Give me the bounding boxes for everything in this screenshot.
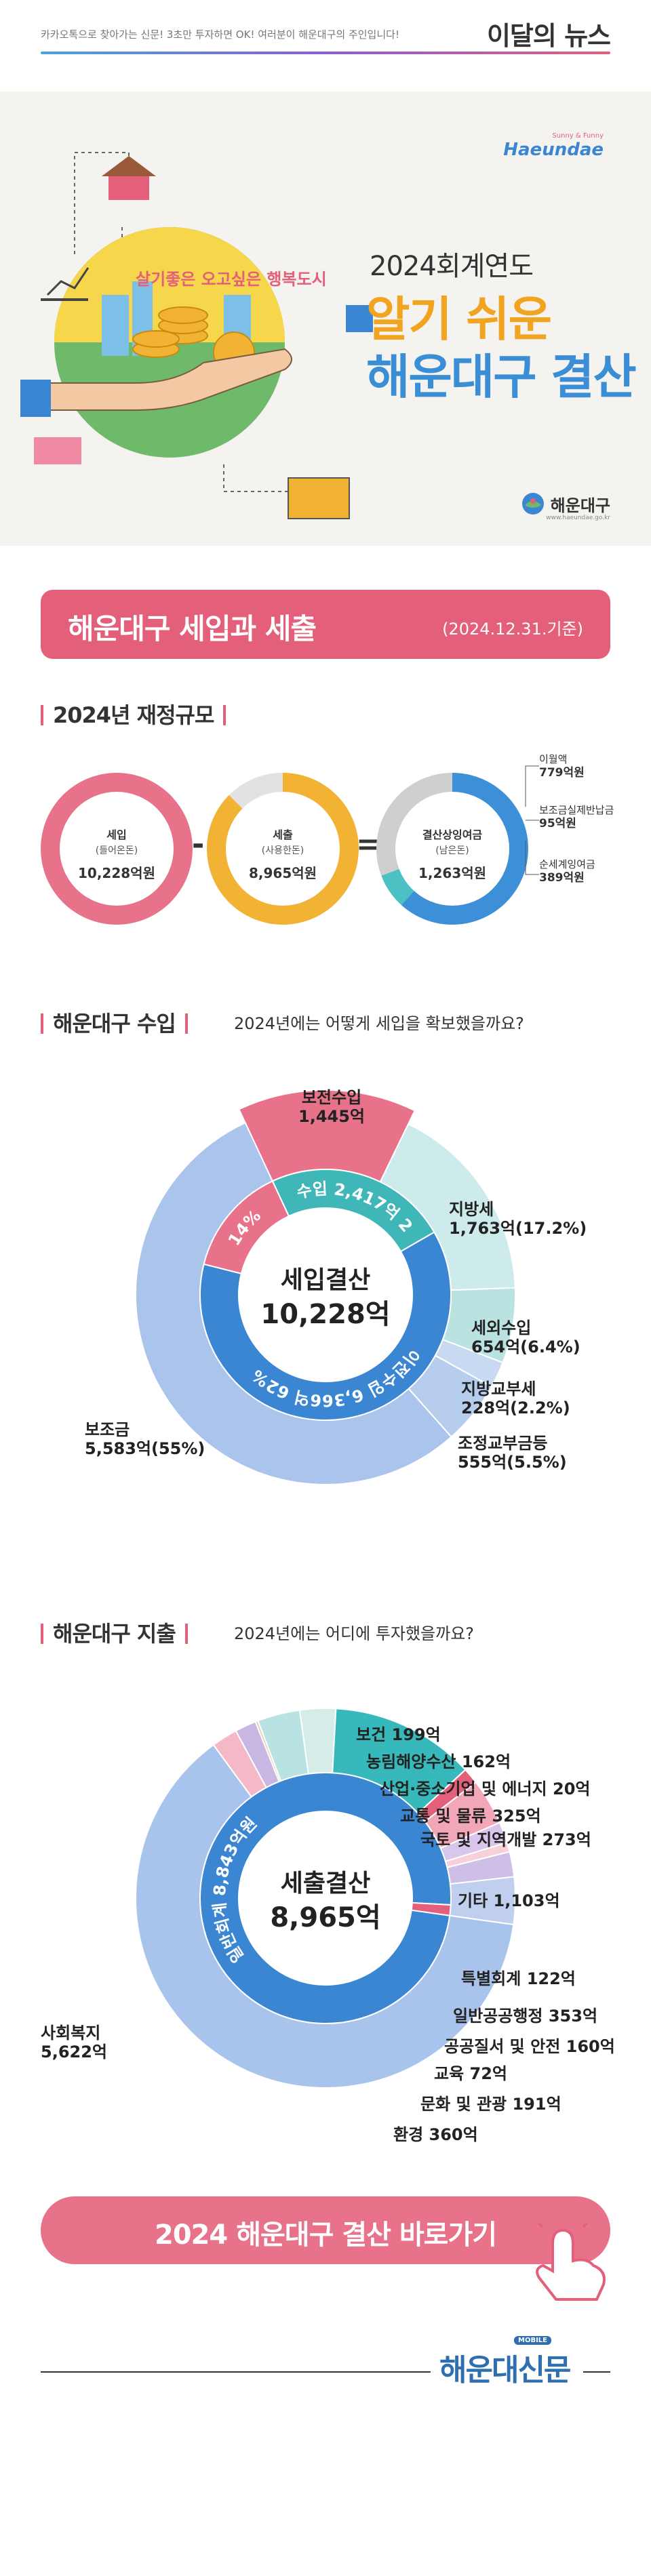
header-divider: [41, 52, 610, 54]
expenditure-section-title-text: 해운대구 지출: [53, 1621, 176, 1647]
surplus-net: 순세계잉여금 389억원: [539, 858, 595, 885]
minus-sign: -: [192, 827, 205, 862]
expenditure-label-9: 공공질서 및 안전 160억: [444, 2037, 615, 2056]
settlement-link-button[interactable]: 2024 해운대구 결산 바로가기: [41, 2196, 610, 2264]
revenue-value: 10,228억원: [78, 865, 155, 881]
revenue-subtitle: 2024년에는 어떻게 세입을 확보했을까요?: [234, 1014, 524, 1033]
center-value: 10,228억: [260, 1299, 390, 1330]
budget-section-title: 2024년 재정규모: [41, 698, 235, 729]
surplus-ring: 결산상잉여금 (남은돈) 1,263억원: [376, 773, 528, 925]
expenditure-sub: (사용한돈): [261, 845, 304, 856]
section-label: 이달의 뉴스: [486, 21, 611, 51]
pointer-hand-icon: [536, 2223, 606, 2301]
surplus-subsidy-label: 보조금실제반납금: [539, 804, 614, 816]
revenue-donut-chart: 자체수입 2,417억 24%이전수입 6,366억 62%14%세입결산10,…: [0, 1071, 516, 1485]
section-banner: 해운대구 세입과 세출 (2024.12.31.기준): [41, 590, 610, 659]
tagline: 카카오톡으로 찾아가는 신문! 3초만 투자하면 OK! 여러분이 해운대구의 …: [41, 28, 399, 41]
surplus-net-label: 순세계잉여금: [539, 858, 595, 870]
expenditure-value: 8,965억원: [248, 865, 317, 881]
settlement-link-label: 2024 해운대구 결산 바로가기: [154, 2219, 497, 2251]
expenditure-label-7: 특별회계 122억: [461, 1969, 576, 1988]
center-title: 세출결산: [281, 1870, 370, 1897]
revenue-ring: 세입 (들어온돈) 10,228억원: [41, 773, 193, 925]
revenue-label-3: 지방교부세 228억(2.2%): [461, 1380, 570, 1417]
expenditure-ring: 세출 (사용한돈) 8,965억원: [207, 773, 359, 925]
brand-logo: Sunny & Funny Haeundae: [503, 132, 604, 160]
gov-emblem-icon: [521, 493, 544, 515]
expenditure-label-8: 일반공공행정 353억: [453, 2007, 598, 2026]
year-title: 2024회계연도: [370, 251, 534, 282]
revenue-sub: (들어온돈): [95, 845, 138, 856]
expenditure-label-1: 보건 199억: [356, 1725, 441, 1744]
expenditure-label-6: 기타 1,103억: [458, 1891, 560, 1910]
slogan-text: 살기좋은 오고싶은 행복도시: [136, 270, 327, 289]
expenditure-label-5: 국토 및 지역개발 273억: [420, 1830, 591, 1849]
expenditure-label-2: 농림해양수산 162억: [366, 1752, 511, 1771]
expenditure-label-0: 사회복지 5,622억: [41, 2024, 107, 2061]
hero-banner: 살기좋은 오고싶은 행복도시 Sunny & Funny Haeundae 20…: [0, 92, 651, 546]
hero-title-line1: 알기 쉬운: [366, 291, 552, 347]
revenue-title: 세입: [106, 828, 127, 841]
expenditure-label-3: 산업·중소기업 및 에너지 20억: [380, 1779, 591, 1798]
revenue-label-0: 보전수입 1,445억: [298, 1088, 365, 1126]
expenditure-section-title: 해운대구 지출: [41, 1617, 197, 1648]
expenditure-label-10: 교육 72억: [434, 2064, 508, 2083]
footer-divider-left: [41, 2371, 431, 2373]
surplus-connectors: [525, 765, 539, 875]
gov-url: www.haeundae.go.kr: [546, 515, 610, 521]
surplus-value: 1,263억원: [418, 865, 487, 881]
banner-date: (2024.12.31.기준): [442, 620, 583, 639]
footer-mobile-badge: MOBILE: [514, 2336, 551, 2345]
surplus-carryover-value: 779억원: [539, 766, 585, 780]
revenue-section-title: 해운대구 수입: [41, 1007, 197, 1038]
footer-logo: 해운대신문 MOBILE: [439, 2336, 571, 2389]
expenditure-title: 세출: [273, 828, 293, 841]
gov-logo: 해운대구 www.haeundae.go.kr: [521, 491, 610, 521]
brand-logo-sub: Sunny & Funny: [552, 132, 604, 140]
page-header: 카카오톡으로 찾아가는 신문! 3초만 투자하면 OK! 여러분이 해운대구의 …: [0, 0, 651, 54]
expenditure-subtitle: 2024년에는 어디에 투자했을까요?: [234, 1624, 475, 1643]
surplus-subsidy-return: 보조금실제반납금 95억원: [539, 803, 614, 830]
revenue-label-5: 보조금 5,583억(55%): [85, 1420, 205, 1458]
revenue-label-1: 지방세 1,763억(17.2%): [449, 1200, 587, 1238]
expenditure-label-4: 교통 및 물류 325억: [400, 1807, 541, 1826]
surplus-carryover-label: 이월액: [539, 753, 568, 765]
gov-name: 해운대구: [550, 496, 610, 515]
brand-logo-text: Haeundae: [503, 140, 604, 160]
surplus-sub: (남은돈): [435, 845, 469, 856]
donut-center: [239, 1208, 412, 1382]
hero-title-line2: 해운대구 결산: [366, 349, 637, 405]
surplus-carryover: 이월액 779억원: [539, 752, 585, 780]
donut-center: [239, 1811, 412, 1985]
hero-illustration: 살기좋은 오고싶은 행복도시: [20, 152, 373, 519]
banner-title: 해운대구 세입과 세출: [68, 612, 317, 645]
surplus-net-value: 389억원: [539, 871, 585, 885]
budget-section-title-text: 2024년 재정규모: [53, 702, 214, 728]
center-value: 8,965억: [270, 1902, 380, 1933]
revenue-label-2: 세외수입 654억(6.4%): [471, 1319, 580, 1356]
expenditure-label-11: 문화 및 관광 191억: [420, 2095, 561, 2114]
center-title: 세입결산: [281, 1266, 370, 1294]
footer-logo-text: 해운대신문: [439, 2353, 571, 2388]
revenue-label-4: 조정교부금등 555억(5.5%): [458, 1434, 567, 1472]
surplus-subsidy-value: 95억원: [539, 817, 576, 830]
revenue-section-title-text: 해운대구 수입: [53, 1011, 176, 1037]
expenditure-label-12: 환경 360억: [393, 2125, 478, 2144]
surplus-title: 결산상잉여금: [422, 828, 483, 841]
footer-divider-right: [583, 2371, 610, 2373]
